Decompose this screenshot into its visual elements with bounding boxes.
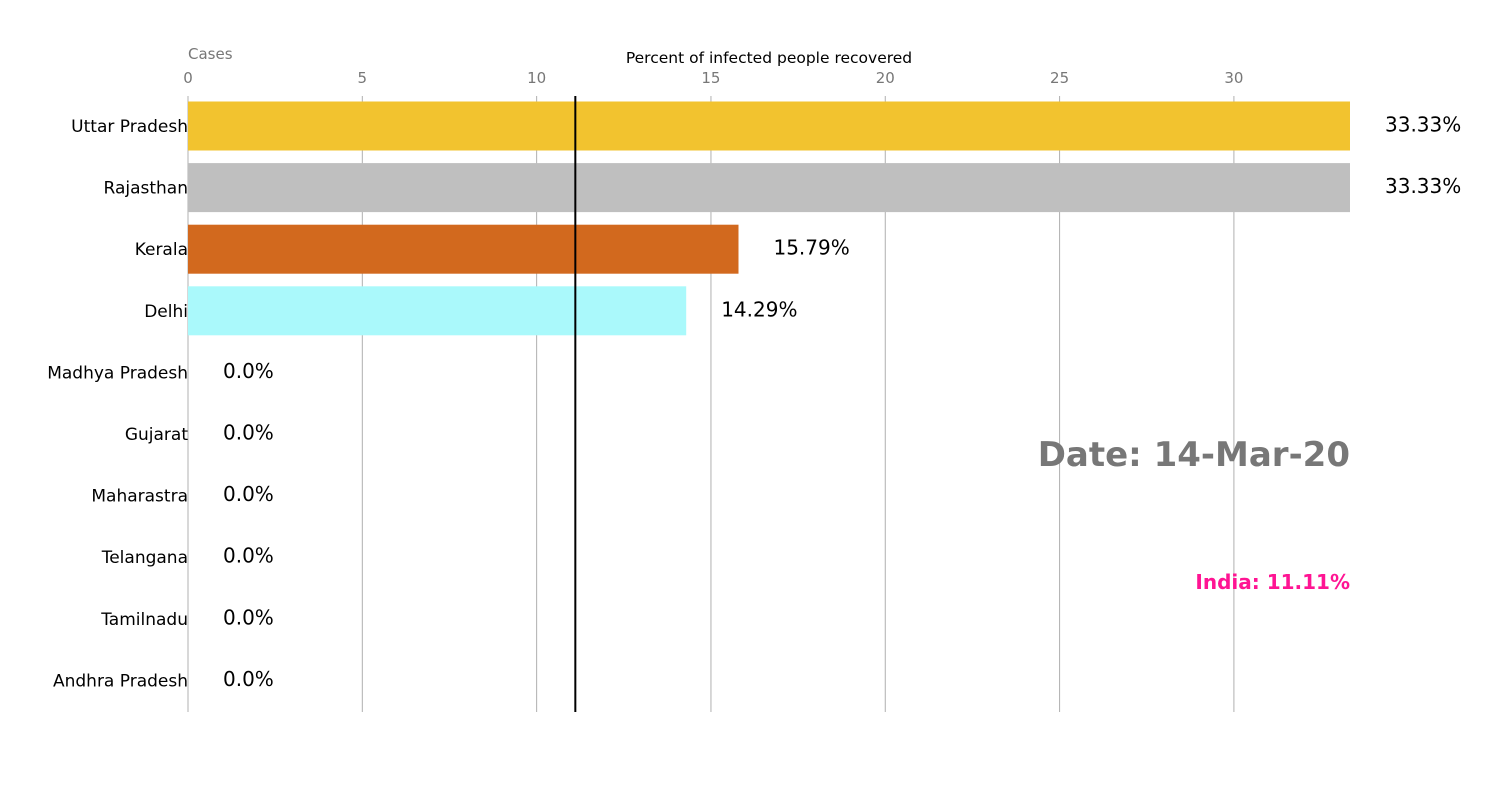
- x-tick-label: 5: [358, 69, 368, 87]
- bar-uttar-pradesh: [188, 101, 1350, 151]
- category-label: Tamilnadu: [100, 610, 188, 630]
- value-label: 0.0%: [223, 482, 274, 506]
- value-label: 14.29%: [721, 297, 797, 321]
- value-label: 0.0%: [223, 421, 274, 445]
- x-tick-label: 10: [527, 69, 546, 87]
- x-tick-label: 30: [1224, 69, 1243, 87]
- category-label: Madhya Pradesh: [47, 363, 188, 383]
- category-label: Kerala: [135, 240, 188, 260]
- x-tick-label: 15: [701, 69, 720, 87]
- category-label: Maharastra: [91, 487, 188, 507]
- value-label: 0.0%: [223, 605, 274, 629]
- value-label: 33.33%: [1385, 113, 1461, 137]
- value-label: 15.79%: [773, 236, 849, 260]
- bar-kerala: [188, 224, 739, 274]
- date-label: Date: 14-Mar-20: [1038, 435, 1350, 475]
- bar-rajasthan: [188, 163, 1350, 213]
- value-label: 33.33%: [1385, 174, 1461, 198]
- category-label: Delhi: [144, 302, 188, 322]
- x-tick-label: 20: [876, 69, 895, 87]
- category-label: Uttar Pradesh: [71, 117, 188, 137]
- chart-title: Percent of infected people recovered: [626, 49, 912, 67]
- value-label: 0.0%: [223, 359, 274, 383]
- category-label: Andhra Pradesh: [53, 671, 188, 691]
- category-label: Telangana: [101, 548, 188, 568]
- value-label: 0.0%: [223, 544, 274, 568]
- india-recovery-label: India: 11.11%: [1195, 570, 1350, 594]
- category-label: Rajasthan: [104, 179, 189, 199]
- value-label: 0.0%: [223, 667, 274, 691]
- cases-label: Cases: [188, 45, 233, 63]
- x-tick-label: 0: [183, 69, 193, 87]
- x-tick-label: 25: [1050, 69, 1069, 87]
- bars: [188, 101, 1350, 336]
- category-label: Gujarat: [125, 425, 188, 445]
- bar-delhi: [188, 286, 687, 336]
- labels: 0 5 10 15 20 25 30 Uttar Pradesh 33.33% Rajasthan…: [47, 69, 1461, 691]
